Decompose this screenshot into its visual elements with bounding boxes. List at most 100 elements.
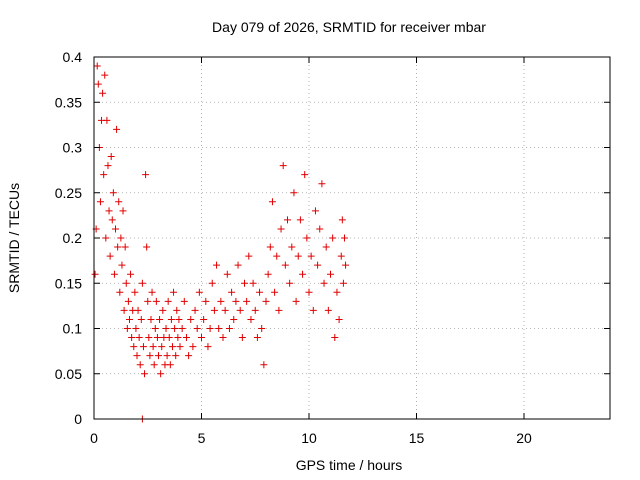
data-point bbox=[198, 334, 205, 342]
y-tick-label: 0.1 bbox=[63, 321, 83, 337]
data-point bbox=[135, 334, 143, 342]
data-point bbox=[91, 270, 99, 278]
data-point bbox=[204, 343, 212, 351]
data-point bbox=[210, 306, 218, 314]
data-point bbox=[200, 315, 208, 323]
data-point bbox=[133, 352, 141, 360]
data-point bbox=[296, 216, 304, 224]
data-point bbox=[119, 207, 127, 215]
data-point bbox=[309, 306, 317, 314]
x-axis-label: GPS time / hours bbox=[296, 457, 403, 473]
y-tick-label: 0.2 bbox=[63, 230, 83, 246]
data-point bbox=[168, 343, 176, 351]
data-point bbox=[290, 189, 298, 197]
data-point bbox=[153, 334, 161, 342]
data-point bbox=[314, 261, 322, 269]
data-point bbox=[337, 252, 345, 260]
data-point bbox=[147, 315, 155, 323]
data-point bbox=[103, 116, 111, 124]
data-point bbox=[311, 207, 319, 215]
data-point bbox=[223, 270, 231, 278]
data-point bbox=[155, 352, 162, 360]
data-point bbox=[173, 306, 181, 314]
x-tick-label: 10 bbox=[301, 430, 317, 446]
x-tick-label: 20 bbox=[516, 430, 532, 446]
data-point bbox=[193, 325, 201, 332]
data-point bbox=[338, 216, 346, 224]
data-point bbox=[100, 171, 108, 179]
data-point bbox=[180, 297, 188, 305]
data-point bbox=[106, 252, 114, 260]
data-point bbox=[316, 225, 324, 233]
data-point bbox=[286, 279, 294, 287]
data-point bbox=[327, 270, 334, 278]
data-point bbox=[219, 334, 227, 342]
data-point bbox=[262, 297, 270, 305]
data-point bbox=[260, 361, 268, 369]
axis-ticks: 0 0.05 0.1 0.15 0.2 0.25 0.3 0.35 0.4 0 5 10 15 20 bbox=[55, 49, 610, 446]
data-point bbox=[182, 334, 190, 342]
data-point bbox=[143, 243, 151, 251]
data-point bbox=[238, 334, 246, 342]
data-point bbox=[107, 153, 115, 161]
data-point bbox=[301, 171, 309, 179]
data-point bbox=[144, 297, 152, 305]
data-point bbox=[284, 216, 291, 224]
y-tick-label: 0 bbox=[74, 411, 82, 427]
data-point bbox=[251, 306, 259, 314]
data-point bbox=[249, 279, 257, 287]
data-point bbox=[294, 252, 302, 260]
data-point bbox=[93, 62, 101, 70]
data-point bbox=[189, 343, 197, 351]
data-point bbox=[136, 361, 144, 369]
data-point bbox=[125, 315, 133, 323]
data-point bbox=[331, 334, 339, 342]
data-point bbox=[335, 315, 343, 323]
data-point bbox=[320, 279, 328, 287]
data-point bbox=[149, 343, 157, 351]
data-point bbox=[162, 325, 170, 332]
data-point bbox=[195, 288, 203, 296]
data-point bbox=[281, 261, 289, 269]
data-point bbox=[292, 297, 300, 305]
data-point bbox=[132, 325, 140, 332]
data-point bbox=[134, 306, 142, 314]
data-point bbox=[228, 288, 236, 296]
data-point bbox=[206, 325, 214, 332]
data-point bbox=[151, 325, 159, 332]
data-point bbox=[102, 234, 110, 242]
data-point bbox=[130, 343, 138, 351]
data-point bbox=[172, 352, 180, 360]
data-point bbox=[215, 325, 223, 332]
chart-title: Day 079 of 2026, SRMTID for receiver mba… bbox=[212, 19, 486, 35]
data-point bbox=[175, 315, 183, 323]
data-point bbox=[221, 306, 229, 314]
data-point bbox=[232, 297, 240, 305]
data-point bbox=[117, 234, 125, 242]
data-point bbox=[142, 171, 150, 179]
data-point bbox=[176, 343, 184, 351]
data-point bbox=[150, 361, 158, 369]
data-point bbox=[94, 80, 102, 88]
data-point bbox=[185, 352, 193, 360]
y-tick-label: 0.05 bbox=[55, 366, 82, 382]
data-point bbox=[118, 261, 126, 269]
data-point bbox=[174, 334, 182, 342]
data-point bbox=[120, 306, 128, 314]
data-point bbox=[124, 297, 132, 305]
data-point bbox=[115, 198, 123, 206]
data-point bbox=[167, 315, 175, 323]
data-point bbox=[253, 334, 261, 342]
data-point bbox=[171, 325, 179, 332]
data-point bbox=[202, 297, 210, 305]
y-tick-label: 0.25 bbox=[55, 185, 82, 201]
data-point bbox=[303, 234, 311, 242]
data-point bbox=[122, 279, 130, 287]
data-point bbox=[109, 189, 117, 197]
data-point bbox=[104, 162, 112, 170]
data-point bbox=[268, 198, 276, 206]
data-point bbox=[318, 180, 326, 188]
data-point bbox=[170, 288, 178, 296]
data-point bbox=[342, 261, 350, 269]
